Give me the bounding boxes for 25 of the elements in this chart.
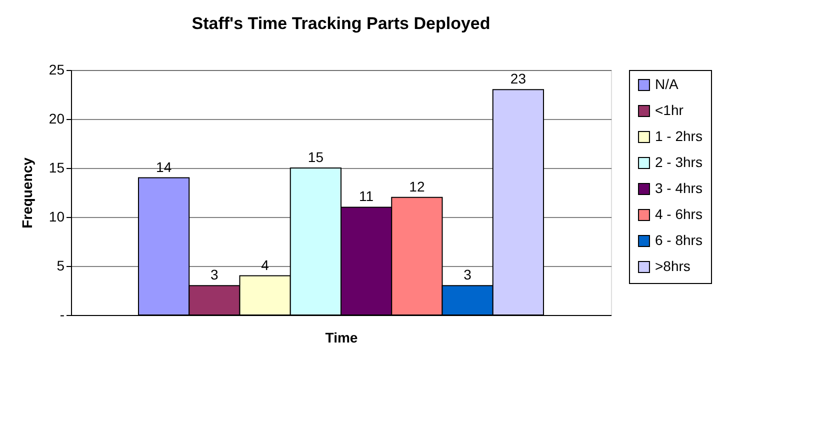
legend-label: 2 - 3hrs [655,154,702,170]
data-label: 3 [464,266,472,283]
legend-label: 3 - 4hrs [655,180,702,196]
y-axis-title: Frequency [18,157,35,228]
data-label: 4 [261,256,270,273]
data-label: 3 [210,266,219,283]
y-tick-label: - [60,306,65,322]
data-label: 15 [308,149,324,165]
data-label: 11 [359,188,374,204]
x-axis-title: Time [325,330,358,346]
legend-label: 1 - 2hrs [655,128,702,144]
legend-label: N/A [655,76,679,92]
legend-label: 6 - 8hrs [655,232,702,248]
legend-label: >8hrs [655,258,690,274]
y-tick-label: 20 [48,110,65,126]
y-tick-label: 5 [56,258,65,274]
data-label: 23 [510,70,526,87]
y-tick-label: 10 [48,208,65,224]
data-label: 14 [156,158,172,175]
y-tick-label: 25 [48,62,65,78]
legend-label: <1hr [655,102,684,118]
legend-label: 4 - 6hrs [655,206,702,222]
chart-title: Staff's Time Tracking Parts Deployed [192,14,490,33]
data-label: 12 [409,178,425,194]
y-tick-label: 15 [48,160,65,176]
